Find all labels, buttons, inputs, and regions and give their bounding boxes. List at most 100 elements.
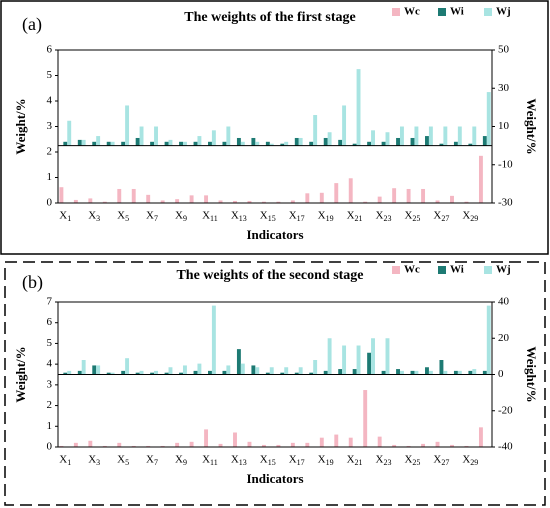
bar bbox=[59, 187, 64, 203]
bar bbox=[482, 136, 487, 146]
legend-label: Wj bbox=[496, 264, 511, 276]
bar bbox=[363, 390, 368, 447]
y-axis-label: Weight/% bbox=[13, 98, 28, 154]
bar bbox=[88, 440, 93, 447]
bar bbox=[146, 194, 151, 203]
x-tick-label: X1 bbox=[59, 454, 71, 467]
y2-tick-label: -20 bbox=[498, 404, 513, 416]
bar bbox=[189, 195, 194, 203]
bar bbox=[410, 370, 415, 375]
x-tick-label: X29 bbox=[462, 210, 478, 223]
x-axis-label: Indicators bbox=[246, 471, 303, 486]
bar bbox=[182, 141, 187, 146]
bar bbox=[117, 442, 122, 447]
bar bbox=[280, 143, 285, 146]
panel-label: (a) bbox=[22, 14, 42, 35]
legend-label: Wi bbox=[450, 264, 464, 276]
bar bbox=[276, 201, 281, 203]
x-tick-label: X13 bbox=[231, 210, 247, 223]
bar bbox=[472, 126, 477, 146]
bar bbox=[313, 360, 318, 375]
legend-swatch bbox=[392, 8, 400, 16]
chart-title: The weights of the first stage bbox=[184, 10, 355, 25]
bar bbox=[154, 370, 158, 375]
bar bbox=[236, 137, 241, 146]
bar bbox=[439, 360, 444, 375]
bar bbox=[226, 126, 231, 146]
x-tick-label: X23 bbox=[376, 210, 392, 223]
legend-label: Wc bbox=[404, 264, 420, 276]
bar bbox=[240, 141, 245, 146]
bar bbox=[334, 434, 339, 447]
bar bbox=[211, 130, 216, 146]
y-tick-label: 3 bbox=[47, 120, 53, 132]
bar bbox=[121, 370, 126, 375]
bar bbox=[63, 372, 68, 375]
bar bbox=[251, 137, 256, 146]
x-tick-label: X23 bbox=[376, 454, 392, 467]
y2-tick-label: -40 bbox=[498, 441, 513, 453]
bar bbox=[204, 195, 209, 203]
bar bbox=[305, 442, 310, 447]
bar bbox=[125, 105, 130, 146]
bar bbox=[371, 338, 375, 375]
bar bbox=[160, 445, 165, 447]
bar bbox=[421, 188, 426, 203]
bar bbox=[255, 141, 260, 146]
bar bbox=[309, 141, 314, 146]
y-tick-label: 0 bbox=[47, 197, 53, 209]
x-tick-label: X21 bbox=[347, 210, 363, 223]
bar bbox=[356, 345, 361, 375]
bar bbox=[218, 200, 223, 203]
bar bbox=[154, 126, 158, 146]
bar bbox=[298, 137, 303, 146]
bar bbox=[63, 141, 68, 146]
bar bbox=[443, 126, 448, 146]
bar bbox=[298, 367, 303, 375]
bar bbox=[406, 445, 411, 447]
bar bbox=[240, 363, 245, 375]
bar bbox=[309, 372, 314, 375]
bar bbox=[305, 193, 310, 203]
y2-tick-label: 0 bbox=[498, 368, 504, 380]
bar bbox=[182, 365, 187, 375]
bar bbox=[168, 367, 173, 375]
bar bbox=[96, 136, 101, 146]
bar bbox=[106, 141, 111, 146]
x-tick-label: X19 bbox=[318, 210, 334, 223]
bar bbox=[92, 141, 97, 146]
x-tick-label: X15 bbox=[260, 210, 276, 223]
x-tick-label: X9 bbox=[175, 210, 187, 223]
bar bbox=[164, 141, 169, 146]
bar bbox=[121, 141, 126, 146]
plot-frame bbox=[57, 301, 493, 448]
bar bbox=[392, 444, 397, 447]
legend-swatch bbox=[484, 8, 492, 16]
bar bbox=[131, 188, 136, 203]
bar bbox=[453, 370, 458, 375]
bar bbox=[261, 444, 266, 447]
x-tick-label: X9 bbox=[175, 454, 187, 467]
bar bbox=[222, 370, 227, 375]
bar bbox=[197, 363, 202, 375]
bar bbox=[421, 443, 426, 447]
bar bbox=[204, 429, 209, 447]
bar bbox=[327, 132, 332, 146]
legend-label: Wj bbox=[496, 6, 511, 18]
bar bbox=[399, 370, 404, 375]
bar bbox=[377, 196, 382, 203]
bar bbox=[102, 201, 107, 203]
bar bbox=[73, 442, 78, 447]
bar bbox=[428, 126, 433, 146]
x-tick-label: X15 bbox=[260, 454, 276, 467]
bar bbox=[276, 444, 281, 447]
bar bbox=[478, 427, 483, 447]
y2-tick-label: 40 bbox=[498, 296, 510, 308]
y2-tick-label: 20 bbox=[498, 332, 510, 344]
legend-label: Wi bbox=[450, 6, 464, 18]
plot-frame bbox=[57, 49, 493, 204]
bar bbox=[222, 141, 227, 146]
bar bbox=[160, 200, 165, 203]
bar bbox=[179, 141, 183, 146]
bar bbox=[236, 349, 241, 375]
